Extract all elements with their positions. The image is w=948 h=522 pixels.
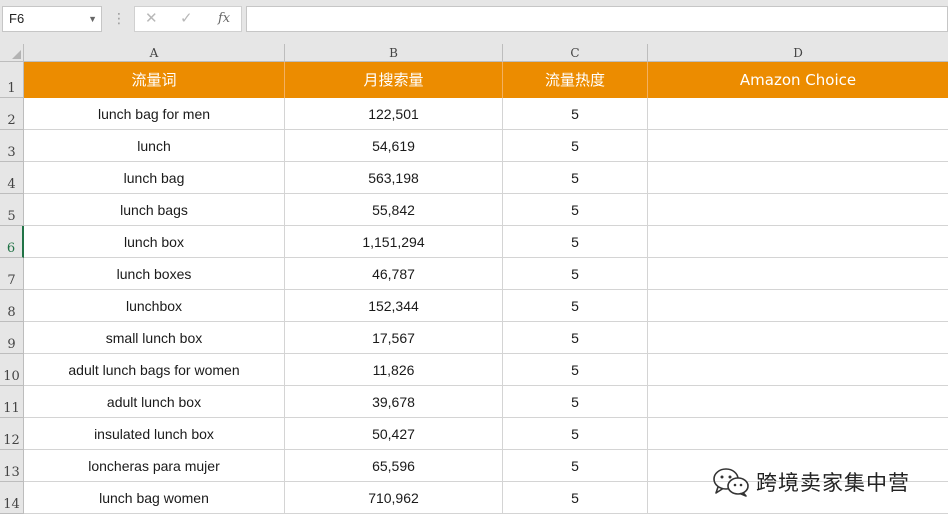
cell-monthly-volume[interactable]: 55,842 [285, 194, 503, 226]
cell-traffic-heat[interactable]: 5 [503, 418, 648, 450]
row-header[interactable]: 6 [0, 226, 24, 258]
cell-keyword[interactable]: lunch [24, 130, 285, 162]
cell-monthly-volume[interactable]: 563,198 [285, 162, 503, 194]
cell-amazon-choice[interactable] [648, 386, 948, 418]
cell-amazon-choice[interactable] [648, 98, 948, 130]
cell-amazon-choice[interactable] [648, 226, 948, 258]
wechat-icon [713, 468, 749, 497]
cell-keyword[interactable]: lunch box [24, 226, 285, 258]
cell-traffic-heat[interactable]: 5 [503, 290, 648, 322]
insert-function-icon[interactable]: fx [218, 11, 231, 26]
row-header[interactable]: 13 [0, 450, 24, 482]
cell-traffic-heat[interactable]: 5 [503, 258, 648, 290]
cell-traffic-heat[interactable]: 5 [503, 386, 648, 418]
cell-amazon-choice[interactable] [648, 130, 948, 162]
cell-monthly-volume[interactable]: 1,151,294 [285, 226, 503, 258]
name-box-value: F6 [9, 11, 25, 26]
column-header-a[interactable]: A [24, 44, 285, 62]
cell-keyword[interactable]: lunchbox [24, 290, 285, 322]
cell-monthly-volume[interactable]: 152,344 [285, 290, 503, 322]
cell-keyword[interactable]: lunch bag [24, 162, 285, 194]
chevron-down-icon[interactable]: ▼ [88, 14, 97, 24]
cell-monthly-volume[interactable]: 39,678 [285, 386, 503, 418]
cell-monthly-volume[interactable]: 65,596 [285, 450, 503, 482]
cancel-icon[interactable]: ✕ [145, 10, 158, 27]
watermark-text: 跨境卖家集中营 [756, 471, 910, 495]
cell-traffic-heat[interactable]: 5 [503, 130, 648, 162]
column-header-c[interactable]: C [503, 44, 648, 62]
cell-amazon-choice[interactable] [648, 162, 948, 194]
cell-traffic-heat[interactable]: 5 [503, 354, 648, 386]
row-header[interactable]: 10 [0, 354, 24, 386]
cell-traffic-heat[interactable]: 5 [503, 482, 648, 514]
formula-buttons: ✕ ✓ fx [134, 6, 242, 32]
row-header[interactable]: 4 [0, 162, 24, 194]
row-header[interactable]: 8 [0, 290, 24, 322]
column-header-b[interactable]: B [285, 44, 503, 62]
row-header[interactable]: 2 [0, 98, 24, 130]
row-header[interactable]: 14 [0, 482, 24, 514]
cell-keyword[interactable]: lunch bags [24, 194, 285, 226]
header-cell-amazon-choice[interactable]: Amazon Choice [648, 62, 948, 98]
row-header[interactable]: 11 [0, 386, 24, 418]
name-box[interactable]: F6 ▼ [2, 6, 102, 32]
watermark: 跨境卖家集中营 [712, 466, 910, 498]
cell-keyword[interactable]: lunch boxes [24, 258, 285, 290]
cell-monthly-volume[interactable]: 122,501 [285, 98, 503, 130]
cell-traffic-heat[interactable]: 5 [503, 450, 648, 482]
cell-amazon-choice[interactable] [648, 418, 948, 450]
cell-amazon-choice[interactable] [648, 482, 948, 514]
cell-keyword[interactable]: adult lunch box [24, 386, 285, 418]
header-cell-monthly-volume[interactable]: 月搜索量 [285, 62, 503, 98]
vertical-dots-icon[interactable]: ⋮ [112, 10, 126, 26]
cell-monthly-volume[interactable]: 710,962 [285, 482, 503, 514]
row-header[interactable]: 7 [0, 258, 24, 290]
cell-keyword[interactable]: lunch bag women [24, 482, 285, 514]
cell-amazon-choice[interactable] [648, 258, 948, 290]
formula-bar-area: F6 ▼ ⋮ ✕ ✓ fx [0, 0, 948, 44]
cell-monthly-volume[interactable]: 11,826 [285, 354, 503, 386]
cell-monthly-volume[interactable]: 54,619 [285, 130, 503, 162]
cell-traffic-heat[interactable]: 5 [503, 98, 648, 130]
select-all-button[interactable] [0, 44, 24, 62]
row-header[interactable]: 1 [0, 62, 24, 98]
check-icon[interactable]: ✓ [180, 10, 193, 27]
cell-monthly-volume[interactable]: 17,567 [285, 322, 503, 354]
cell-keyword[interactable]: insulated lunch box [24, 418, 285, 450]
cell-monthly-volume[interactable]: 50,427 [285, 418, 503, 450]
cell-amazon-choice[interactable] [648, 322, 948, 354]
cell-amazon-choice[interactable] [648, 450, 948, 482]
cell-traffic-heat[interactable]: 5 [503, 162, 648, 194]
cell-keyword[interactable]: small lunch box [24, 322, 285, 354]
header-cell-traffic-heat[interactable]: 流量热度 [503, 62, 648, 98]
cell-keyword[interactable]: adult lunch bags for women [24, 354, 285, 386]
cell-keyword[interactable]: lunch bag for men [24, 98, 285, 130]
cell-amazon-choice[interactable] [648, 290, 948, 322]
cell-amazon-choice[interactable] [648, 194, 948, 226]
cell-amazon-choice[interactable] [648, 354, 948, 386]
cell-traffic-heat[interactable]: 5 [503, 322, 648, 354]
cell-keyword[interactable]: loncheras para mujer [24, 450, 285, 482]
column-header-d[interactable]: D [648, 44, 948, 62]
header-cell-keyword[interactable]: 流量词 [24, 62, 285, 98]
row-header[interactable]: 12 [0, 418, 24, 450]
cell-traffic-heat[interactable]: 5 [503, 226, 648, 258]
cell-traffic-heat[interactable]: 5 [503, 194, 648, 226]
row-header[interactable]: 9 [0, 322, 24, 354]
formula-input[interactable] [246, 6, 948, 32]
row-header[interactable]: 3 [0, 130, 24, 162]
row-header[interactable]: 5 [0, 194, 24, 226]
cell-monthly-volume[interactable]: 46,787 [285, 258, 503, 290]
